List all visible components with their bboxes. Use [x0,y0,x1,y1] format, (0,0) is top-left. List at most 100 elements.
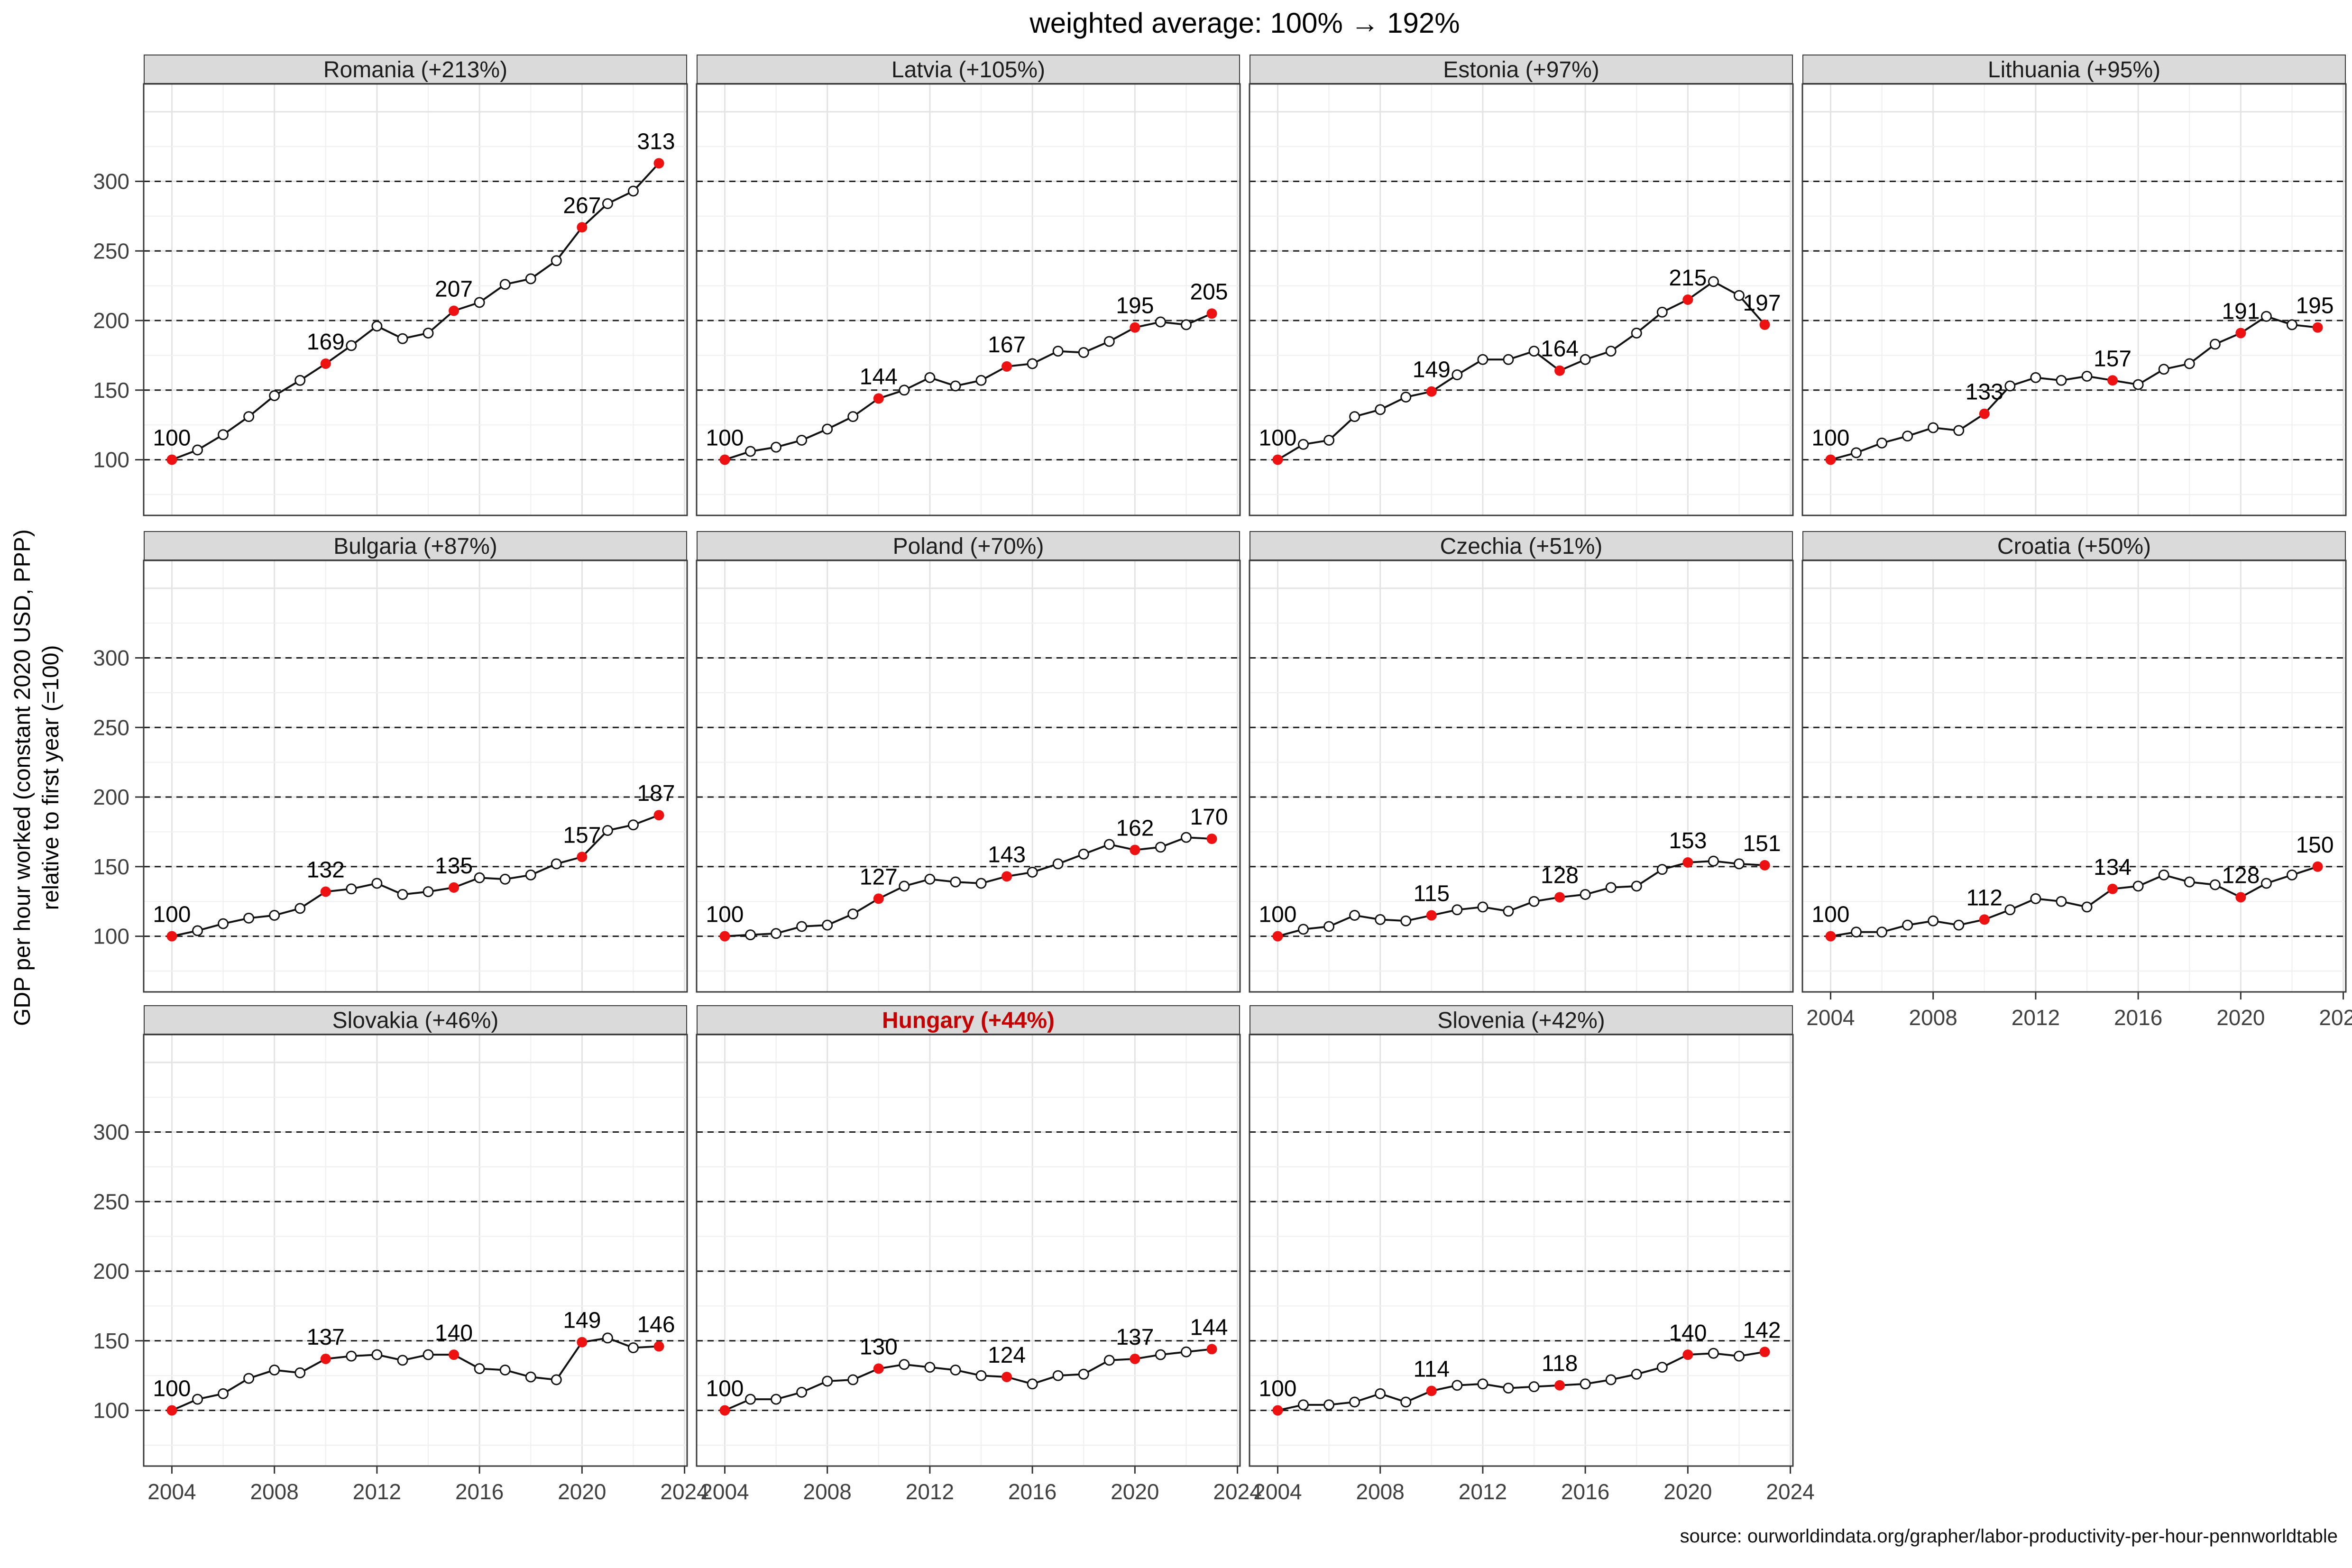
data-point [2056,896,2067,907]
data-point [1477,354,1488,365]
data-point [2184,876,2195,888]
highlight-point [166,1405,177,1416]
data-point [899,880,910,892]
data-point [1298,439,1309,450]
facet-title-croatia: Croatia (+50%) [1802,531,2346,560]
point-label: 100 [1811,902,1849,927]
highlight-point [1130,844,1140,855]
highlight-point [1001,1372,1012,1383]
panel-border [696,559,1241,993]
data-point [2209,879,2221,890]
data-point [1298,1399,1309,1411]
data-point [1528,346,1540,357]
highlight-point [1759,1347,1770,1357]
data-point [1928,915,1939,926]
data-point [975,878,987,889]
y-tick-label: 200 [93,308,129,333]
data-point [269,390,280,402]
point-label: 143 [988,842,1026,867]
data-point [474,872,485,883]
point-label: 195 [2296,293,2334,319]
data-point [2004,380,2016,392]
data-point [847,908,859,920]
plot-czechia: 100 115 128 153 151 [1249,559,1794,993]
x-tick-label: 2020 [1663,1479,1712,1504]
facet-panel-latvia: Latvia (+105%) 100 144 167 195 205 [696,55,1241,516]
panel-border [696,83,1241,516]
facet-title-slovenia: Slovenia (+42%) [1250,1005,1793,1035]
point-label: 151 [1743,831,1781,856]
panel-border [143,1034,688,1467]
highlight-point [719,931,730,942]
facet-panel-czechia: Czechia (+51%) 100 115 128 153 151 [1249,531,1794,993]
x-tick-label: 2020 [2216,1005,2265,1030]
data-point [602,825,613,836]
point-label: 100 [153,1376,191,1402]
data-point [627,1342,639,1353]
point-label: 205 [1190,279,1228,304]
facet-title-czechia: Czechia (+51%) [1250,531,1793,560]
highlight-point [1001,361,1012,372]
highlight-point [719,1405,730,1416]
data-point [1052,346,1064,357]
data-point [1605,346,1617,357]
point-label: 130 [860,1335,898,1360]
data-point [1349,910,1360,921]
point-label: 100 [706,902,744,927]
point-label: 100 [1259,1376,1296,1402]
data-point [1400,391,1412,403]
facet-panel-bulgaria: Bulgaria (+87%) 100 150 200 250 300 100 132 135 1… [93,531,688,993]
y-tick-label: 100 [93,448,129,472]
y-tick-label: 250 [93,238,129,263]
data-point [627,819,639,831]
data-point [2132,880,2144,892]
data-point [745,1394,756,1405]
data-point [1052,1370,1064,1381]
x-tick-label: 2016 [455,1479,504,1504]
data-point [1631,327,1642,339]
data-point [192,444,203,456]
data-point [1180,1346,1192,1357]
data-point [602,1332,613,1344]
highlight-point [873,1363,884,1374]
plot-latvia: 100 144 167 195 205 [696,83,1241,516]
facet-title-hungary: Hungary (+44%) [697,1005,1240,1035]
facet-panel-romania: Romania (+213%) 100 150 200 250 300 100 169 207 2… [93,55,688,516]
point-label: 157 [563,823,601,848]
data-point [822,1375,833,1387]
x-tick-label: 2024 [1213,1479,1261,1504]
data-point [627,185,639,197]
data-point [2081,370,2093,382]
data-point [1528,896,1540,907]
data-point [2132,379,2144,390]
highlight-point [1206,834,1217,844]
highlight-point [2312,861,2323,872]
facet-panel-poland: Poland (+70%) 100 127 143 162 170 [696,531,1241,993]
plot-lithuania: 100 133 157 191 195 [1801,83,2347,516]
highlight-point [320,886,331,897]
data-point [1503,906,1514,917]
data-point [796,1386,808,1398]
highlight-point [577,222,588,233]
data-point [1298,924,1309,935]
data-point [243,912,255,924]
data-point [899,385,910,396]
highlight-point [1426,910,1437,921]
data-point [551,255,562,266]
data-point [1580,1378,1591,1390]
facet-title-lithuania: Lithuania (+95%) [1802,55,2346,84]
facet-title-romania: Romania (+213%) [144,55,687,84]
data-point [269,910,280,921]
data-point [975,375,987,386]
data-point [397,889,408,900]
point-label: 100 [1811,426,1849,451]
point-label: 100 [706,1376,744,1402]
point-label: 100 [706,426,744,451]
data-point [1928,422,1939,433]
data-point [1078,347,1089,358]
data-point [499,873,511,885]
data-point [771,928,782,939]
data-point [1180,319,1192,330]
x-tick-label: 2016 [1561,1479,1609,1504]
